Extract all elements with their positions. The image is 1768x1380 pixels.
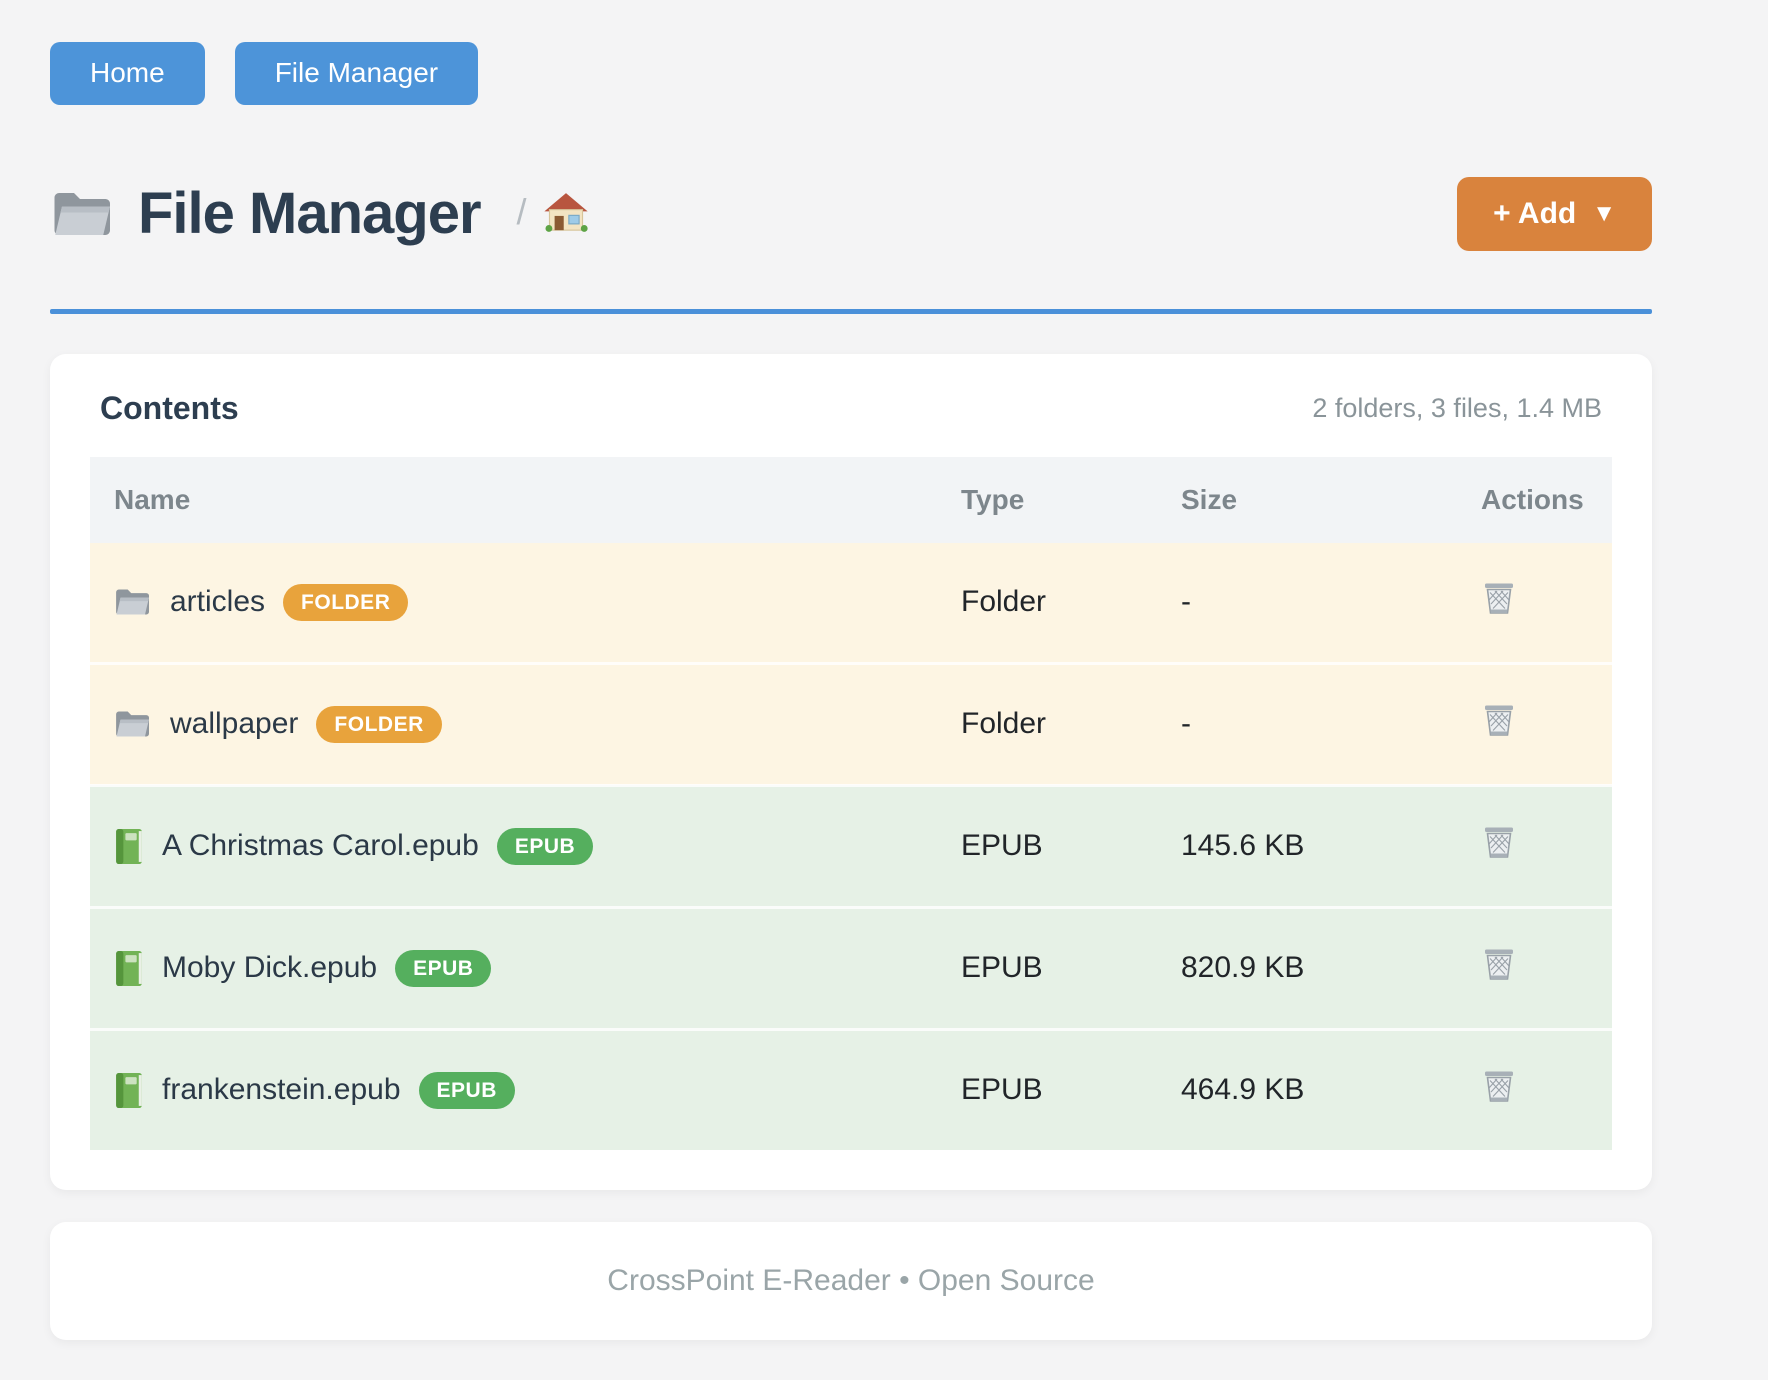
breadcrumb-separator: / xyxy=(516,190,527,232)
folder-icon xyxy=(50,187,116,241)
size-cell: 464.9 KB xyxy=(1181,1073,1305,1107)
type-cell: Folder xyxy=(961,585,1047,619)
type-cell: EPUB xyxy=(961,829,1043,863)
size-cell: 820.9 KB xyxy=(1181,951,1305,985)
table-body: articles FOLDER Folder - wallpaper FOLDE… xyxy=(90,542,1612,1150)
type-cell: EPUB xyxy=(961,951,1043,985)
table-row: frankenstein.epub EPUB EPUB 464.9 KB xyxy=(90,1029,1612,1150)
size-cell: - xyxy=(1181,707,1191,741)
file-name[interactable]: wallpaper xyxy=(170,707,299,741)
contents-summary: 2 folders, 3 files, 1.4 MB xyxy=(1312,392,1602,423)
top-nav: Home File Manager xyxy=(50,0,1652,105)
size-cell: 145.6 KB xyxy=(1181,829,1305,863)
page-title: File Manager xyxy=(138,181,482,247)
table-row: A Christmas Carol.epub EPUB EPUB 145.6 K… xyxy=(90,785,1612,908)
column-header-actions: Actions xyxy=(1457,456,1612,543)
contents-heading: Contents xyxy=(100,389,239,426)
book-icon xyxy=(114,828,144,865)
table-row: wallpaper FOLDER Folder - xyxy=(90,663,1612,786)
page: Home File Manager File Manager / + Add ▼… xyxy=(50,0,1652,1340)
type-badge: EPUB xyxy=(418,1071,515,1109)
file-name[interactable]: frankenstein.epub xyxy=(162,1073,401,1107)
add-button[interactable]: + Add ▼ xyxy=(1457,176,1652,251)
trash-icon xyxy=(1481,702,1517,739)
trash-icon xyxy=(1481,580,1517,617)
page-header: File Manager / + Add ▼ xyxy=(50,176,1652,251)
home-icon[interactable] xyxy=(543,192,589,233)
delete-button[interactable] xyxy=(1481,824,1517,861)
type-badge: FOLDER xyxy=(316,705,442,743)
trash-icon xyxy=(1481,824,1517,861)
add-button-label: + Add xyxy=(1493,196,1577,230)
delete-button[interactable] xyxy=(1481,580,1517,617)
caret-down-icon: ▼ xyxy=(1592,199,1616,227)
type-badge: EPUB xyxy=(395,949,492,987)
table-row: articles FOLDER Folder - xyxy=(90,542,1612,664)
type-badge: EPUB xyxy=(496,827,594,865)
title-underline xyxy=(50,308,1652,314)
delete-button[interactable] xyxy=(1481,946,1517,983)
column-header-type: Type xyxy=(937,456,1157,543)
file-table: Name Type Size Actions articles FOLDER F… xyxy=(90,456,1612,1150)
file-name[interactable]: A Christmas Carol.epub xyxy=(162,829,479,863)
book-icon xyxy=(114,1072,144,1109)
delete-button[interactable] xyxy=(1481,702,1517,739)
trash-icon xyxy=(1481,946,1517,983)
folder-icon xyxy=(114,586,152,618)
footer: CrossPoint E-Reader • Open Source xyxy=(50,1221,1652,1340)
trash-icon xyxy=(1481,1068,1517,1105)
type-badge: FOLDER xyxy=(283,583,409,621)
file-name[interactable]: Moby Dick.epub xyxy=(162,951,378,985)
table-row: Moby Dick.epub EPUB EPUB 820.9 KB xyxy=(90,907,1612,1030)
type-cell: Folder xyxy=(961,707,1047,741)
nav-file-manager-button[interactable]: File Manager xyxy=(234,42,479,105)
book-icon xyxy=(114,950,144,987)
folder-icon xyxy=(114,708,152,740)
file-name[interactable]: articles xyxy=(170,585,266,619)
column-header-name: Name xyxy=(90,456,937,543)
footer-text: CrossPoint E-Reader • Open Source xyxy=(607,1263,1095,1297)
column-header-size: Size xyxy=(1157,456,1457,543)
breadcrumb: / xyxy=(517,191,589,237)
table-header-row: Name Type Size Actions xyxy=(90,456,1612,543)
contents-card: Contents 2 folders, 3 files, 1.4 MB Name… xyxy=(50,353,1652,1190)
size-cell: - xyxy=(1181,585,1191,619)
nav-home-button[interactable]: Home xyxy=(50,42,205,105)
delete-button[interactable] xyxy=(1481,1068,1517,1105)
type-cell: EPUB xyxy=(961,1073,1043,1107)
